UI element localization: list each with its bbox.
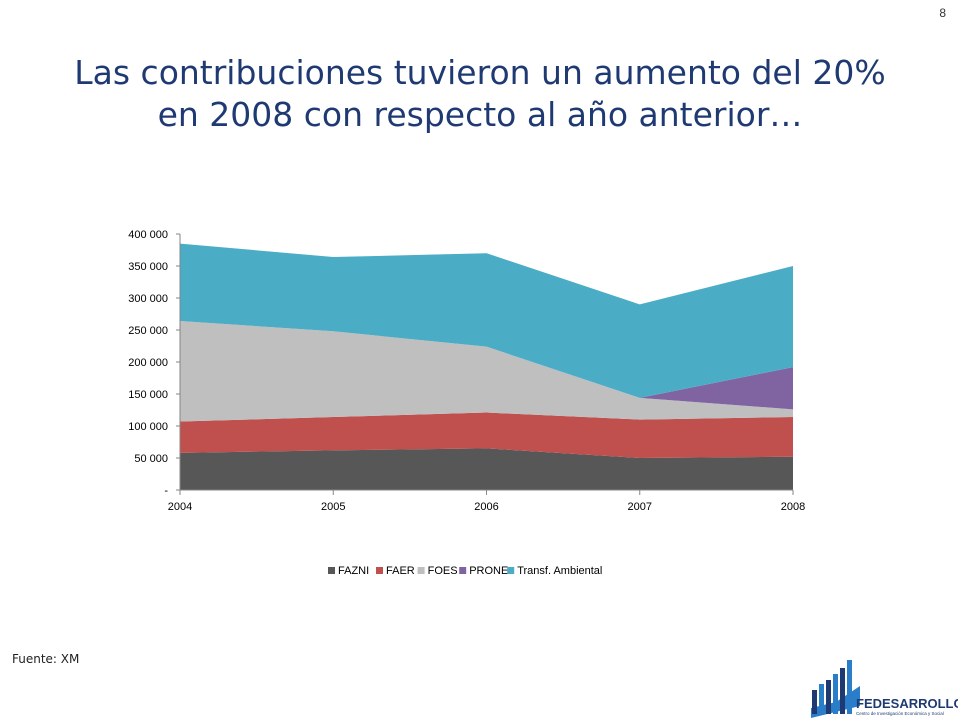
y-tick-label: 200 000 <box>128 357 168 369</box>
chart-areas <box>180 243 793 490</box>
y-tick-label: - <box>164 485 168 497</box>
y-tick-label: 250 000 <box>128 325 168 337</box>
legend-label-faer: FAER <box>386 565 415 577</box>
x-tick-label: 2007 <box>628 501 652 513</box>
fedesarrollo-logo: FEDESARROLLO Centro de Investigación Eco… <box>811 660 958 718</box>
page-number: 8 <box>939 6 946 20</box>
area-faer <box>180 412 793 458</box>
legend-swatch-prone <box>459 567 467 574</box>
legend-label-transf-ambiental: Transf. Ambiental <box>517 565 602 577</box>
slide-title-line-1: Las contribuciones tuvieron un aumento d… <box>74 53 886 93</box>
area-fazni <box>180 448 793 490</box>
logo-subtitle: Centro de Investigación Económica y Soci… <box>856 711 944 716</box>
source-note: Fuente: XM <box>12 652 80 666</box>
y-tick-label: 400 000 <box>128 229 168 241</box>
legend-swatch-foes <box>417 567 425 574</box>
y-tick-label: 50 000 <box>134 453 168 465</box>
area-transf-ambiental <box>180 243 793 398</box>
logo-name: FEDESARROLLO <box>856 696 958 711</box>
x-tick-label: 2008 <box>781 501 805 513</box>
legend-swatch-fazni <box>328 567 335 574</box>
slide-title: Las contribuciones tuvieron un aumento d… <box>40 52 920 136</box>
y-tick-label: 300 000 <box>128 293 168 305</box>
y-tick-label: 150 000 <box>128 389 168 401</box>
x-tick-label: 2005 <box>321 501 345 513</box>
legend-swatch-faer <box>376 567 383 574</box>
area-prone <box>180 321 793 410</box>
slide-title-line-2: en 2008 con respecto al año anterior… <box>157 95 803 135</box>
chart-axes: - 50 000 100 000 150 000 200 000 250 000 300 0… <box>128 229 805 513</box>
y-tick-label: 350 000 <box>128 261 168 273</box>
chart-legend: FAZNI FAER FOES PRONE Transf. Ambiental <box>328 565 602 577</box>
area-foes <box>180 321 793 422</box>
legend-label-prone: PRONE <box>469 565 508 577</box>
legend-label-fazni: FAZNI <box>338 565 369 577</box>
legend-swatch-transf-ambiental <box>507 567 515 574</box>
legend-label-foes: FOES <box>428 565 458 577</box>
y-tick-label: 100 000 <box>128 421 168 433</box>
x-tick-label: 2004 <box>168 501 192 513</box>
x-tick-label: 2006 <box>474 501 498 513</box>
